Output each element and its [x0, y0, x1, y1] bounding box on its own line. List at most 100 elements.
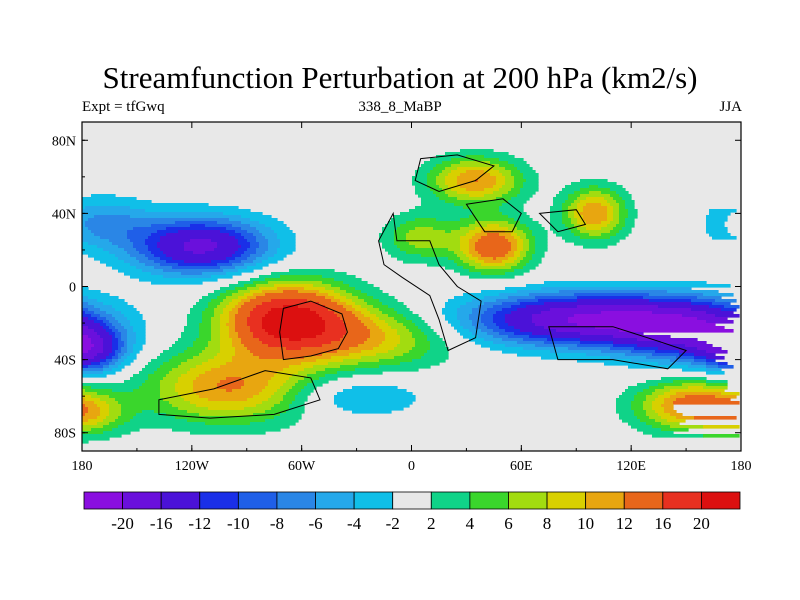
field-cell — [181, 272, 203, 276]
field-cell — [88, 254, 116, 258]
field-cell — [232, 389, 263, 393]
field-cell — [112, 428, 140, 432]
field-cell — [670, 395, 686, 399]
colorbar-label: 2 — [427, 514, 436, 533]
field-cell — [508, 227, 518, 231]
field-cell — [574, 209, 584, 213]
field-cell — [709, 209, 737, 213]
field-cell — [298, 305, 326, 309]
field-cell — [355, 314, 365, 318]
field-cell — [598, 185, 623, 189]
field-cell — [445, 305, 461, 309]
field-cell — [634, 395, 647, 399]
field-cell — [250, 329, 266, 333]
field-cell — [175, 221, 218, 225]
field-cell — [505, 254, 515, 258]
field-cell — [490, 173, 503, 177]
field-cell — [82, 347, 92, 351]
field-cell — [259, 275, 281, 279]
field-cell — [217, 242, 239, 246]
field-cell — [250, 326, 263, 330]
field-cell — [460, 236, 473, 240]
colorbar-swatch — [237, 491, 278, 510]
field-cell — [601, 233, 617, 237]
field-cell — [334, 278, 362, 282]
field-cell — [574, 233, 590, 237]
field-cell — [670, 389, 725, 393]
field-cell — [187, 320, 203, 324]
field-cell — [220, 329, 230, 333]
field-cell — [268, 344, 323, 348]
field-cell — [232, 263, 245, 267]
field-cell — [343, 335, 371, 339]
field-cell — [88, 218, 230, 222]
colorbar-label: 4 — [466, 514, 475, 533]
field-cell — [88, 326, 104, 330]
field-cell — [247, 230, 260, 234]
field-cell — [208, 359, 233, 363]
field-cell — [574, 224, 581, 228]
field-cell — [400, 341, 416, 345]
field-cell — [502, 185, 515, 189]
field-cell — [115, 362, 122, 366]
field-cell — [475, 266, 512, 270]
field-cell — [415, 323, 428, 327]
field-cell — [220, 266, 236, 270]
field-cell — [400, 362, 440, 366]
field-cell — [91, 341, 104, 345]
field-cell — [382, 245, 398, 249]
field-cell — [127, 230, 158, 234]
field-cell — [361, 305, 374, 309]
field-cell — [403, 314, 419, 318]
field-cell — [118, 347, 122, 351]
field-cell — [163, 377, 179, 381]
field-cell — [115, 326, 125, 330]
field-cell — [421, 329, 434, 333]
field-cell — [394, 242, 410, 246]
field-cell — [82, 401, 95, 405]
field-cell — [685, 344, 713, 348]
field-cell — [538, 299, 578, 303]
field-cell — [127, 344, 134, 348]
field-cell — [526, 263, 539, 267]
field-cell — [706, 230, 728, 234]
field-cell — [148, 377, 164, 381]
field-cell — [340, 338, 368, 342]
field-cell — [691, 299, 716, 303]
field-cell — [274, 374, 293, 378]
field-cell — [409, 242, 461, 246]
field-cell — [91, 347, 104, 351]
field-cell — [268, 239, 281, 243]
field-cell — [673, 380, 707, 384]
colorbar-swatch — [392, 491, 432, 510]
field-cell — [289, 365, 314, 369]
field-cell — [205, 347, 221, 351]
field-cell — [247, 323, 263, 327]
field-cell — [445, 200, 509, 204]
field-cell — [217, 353, 236, 357]
field-cell — [664, 410, 677, 414]
field-cell — [331, 284, 350, 288]
field-cell — [241, 227, 257, 231]
field-cell — [256, 251, 266, 255]
field-cell — [694, 353, 716, 357]
field-cell — [658, 413, 671, 417]
field-cell — [133, 389, 161, 393]
field-cell — [613, 215, 620, 219]
field-cell — [214, 311, 224, 315]
field-cell — [280, 239, 296, 243]
field-cell — [193, 386, 218, 390]
field-cell — [394, 236, 407, 240]
field-cell — [544, 302, 692, 306]
field-cell — [100, 236, 128, 240]
field-cell — [100, 410, 110, 414]
field-cell — [379, 239, 395, 243]
field-cell — [109, 410, 122, 414]
field-cell — [373, 305, 389, 309]
field-cell — [232, 338, 242, 342]
field-cell — [184, 398, 209, 402]
field-cell — [184, 242, 218, 246]
field-cell — [211, 320, 221, 324]
field-cell — [613, 212, 620, 216]
field-cell — [100, 260, 125, 264]
